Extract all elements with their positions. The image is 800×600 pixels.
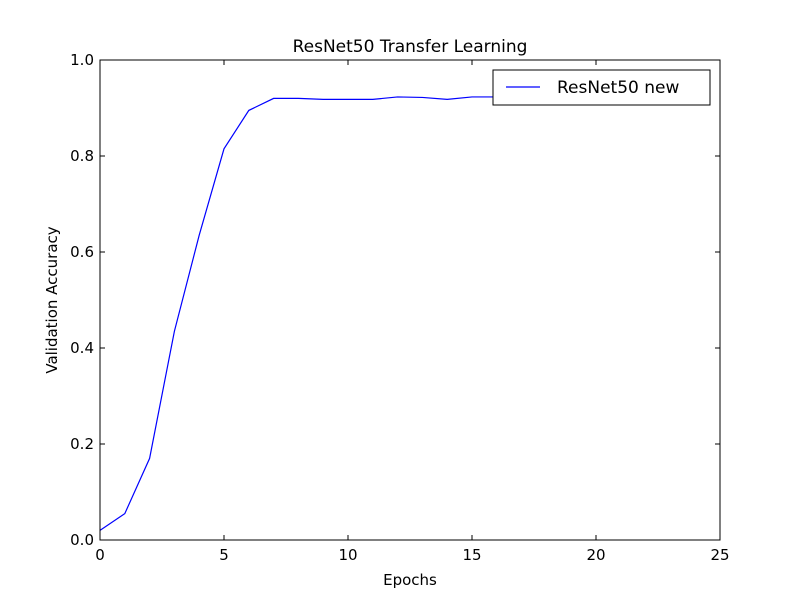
y-axis-label: Validation Accuracy (43, 226, 61, 373)
y-tick-label: 0.8 (70, 147, 94, 165)
chart-title: ResNet50 Transfer Learning (293, 37, 528, 57)
x-tick-label: 20 (586, 546, 605, 564)
x-tick-label: 0 (95, 546, 105, 564)
y-tick-label: 0.6 (70, 243, 94, 261)
x-tick-label: 10 (338, 546, 357, 564)
x-tick-label: 5 (219, 546, 229, 564)
x-tick-label: 15 (462, 546, 481, 564)
y-tick-label: 0.0 (70, 531, 94, 549)
plot-frame (99, 59, 721, 541)
x-axis-label: Epochs (383, 571, 437, 589)
y-tick-label: 0.2 (70, 435, 94, 453)
x-tick-label: 25 (710, 546, 729, 564)
legend: ResNet50 new (492, 69, 711, 106)
series-line (99, 96, 522, 531)
axis-ticks: 0 5 10 15 20 25 0.0 0.2 0.4 0.6 0.8 1.0 (70, 51, 729, 564)
y-tick-label: 1.0 (70, 51, 94, 69)
series-layer (99, 96, 522, 531)
y-tick-label: 0.4 (70, 339, 94, 357)
legend-label: ResNet50 new (557, 78, 679, 98)
